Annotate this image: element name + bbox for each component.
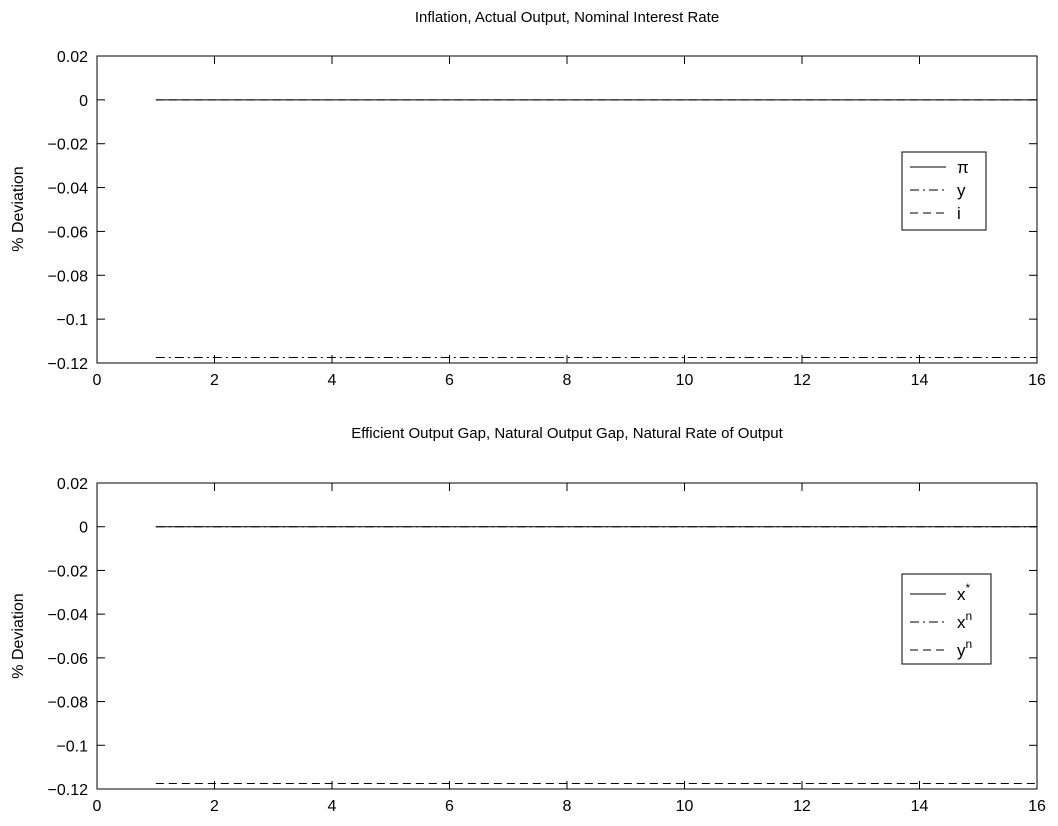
chart-top: Inflation, Actual Output, Nominal Intere… xyxy=(10,9,1046,389)
chart-top-legend: πyi xyxy=(901,151,987,231)
x-tick-label: 0 xyxy=(93,372,102,389)
y-tick-label: −0.12 xyxy=(48,356,89,373)
x-tick-label: 16 xyxy=(1028,798,1046,815)
chart-bottom-series-lines xyxy=(155,526,1037,784)
x-tick-label: 6 xyxy=(445,798,454,815)
x-tick-label: 4 xyxy=(328,372,337,389)
x-tick-label: 8 xyxy=(563,372,572,389)
x-tick-label: 8 xyxy=(563,798,572,815)
x-tick-label: 10 xyxy=(676,798,694,815)
x-tick-label: 10 xyxy=(676,372,694,389)
legend-label-superscript: n xyxy=(966,637,973,651)
legend-label-superscript: * xyxy=(966,581,971,595)
y-tick-label: −0.08 xyxy=(48,695,89,712)
x-tick-label: 14 xyxy=(911,798,929,815)
y-tick-label: −0.06 xyxy=(48,651,89,668)
y-tick-label: 0.02 xyxy=(57,476,88,493)
chart-top-x-ticks: 0 2 4 6 8 10 12 14 16 xyxy=(93,56,1046,389)
legend-label-superscript: n xyxy=(966,609,973,623)
y-tick-label: −0.04 xyxy=(48,181,89,198)
legend-label-2: y xyxy=(957,181,966,200)
chart-top-series-lines xyxy=(155,99,1037,358)
chart-bottom-x-ticks: 0 2 4 6 8 10 12 14 16 xyxy=(93,483,1046,815)
y-tick-label: −0.06 xyxy=(48,224,89,241)
chart-bottom-y-ticks: 0.02 0 −0.02 −0.04 −0.06 −0.08 −0.1 −0.12 xyxy=(48,476,1037,799)
x-tick-label: 2 xyxy=(210,372,219,389)
y-tick-label: −0.02 xyxy=(48,563,89,580)
chart-bottom: Efficient Output Gap, Natural Output Gap… xyxy=(10,425,1046,815)
y-tick-label: 0 xyxy=(79,93,88,110)
chart-bottom-title: Efficient Output Gap, Natural Output Gap… xyxy=(351,425,783,442)
y-tick-label: −0.1 xyxy=(56,312,88,329)
chart-top-legend-entries: πyi xyxy=(910,158,969,223)
chart-bottom-ylabel: % Deviation xyxy=(10,593,27,678)
x-tick-label: 16 xyxy=(1028,372,1046,389)
y-tick-label: −0.08 xyxy=(48,268,89,285)
chart-top-title: Inflation, Actual Output, Nominal Intere… xyxy=(415,9,719,26)
y-tick-label: −0.12 xyxy=(48,782,89,799)
chart-top-ylabel: % Deviation xyxy=(10,166,27,251)
y-tick-label: 0.02 xyxy=(57,49,88,66)
y-tick-label: −0.02 xyxy=(48,137,89,154)
x-tick-label: 0 xyxy=(93,798,102,815)
x-tick-label: 4 xyxy=(328,798,337,815)
x-tick-label: 6 xyxy=(445,372,454,389)
legend-label-1: π xyxy=(957,158,969,177)
chart-bottom-plot-area xyxy=(96,482,1038,790)
x-tick-label: 14 xyxy=(911,372,929,389)
y-tick-label: −0.1 xyxy=(56,738,88,755)
y-tick-label: −0.04 xyxy=(48,607,89,624)
x-tick-label: 2 xyxy=(210,798,219,815)
legend-label-3: i xyxy=(957,204,961,223)
chart-bottom-legend-box xyxy=(901,573,992,665)
y-tick-label: 0 xyxy=(79,520,88,537)
chart-top-legend-box xyxy=(901,151,987,231)
chart-top-plot-area xyxy=(96,55,1038,364)
x-tick-label: 12 xyxy=(793,372,811,389)
x-tick-label: 12 xyxy=(793,798,811,815)
chart-top-y-ticks: 0.02 0 −0.02 −0.04 −0.06 −0.08 −0.1 −0.12 xyxy=(48,49,1037,373)
